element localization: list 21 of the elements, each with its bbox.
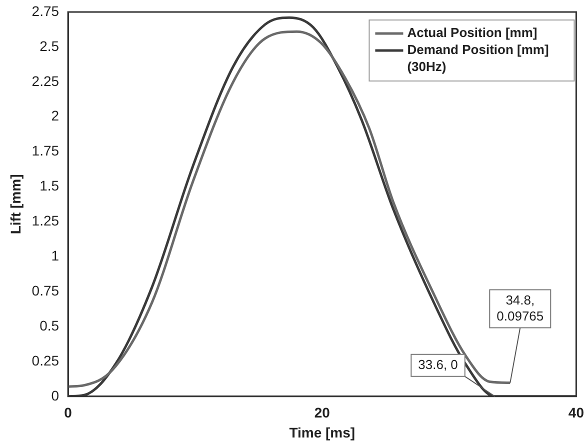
y-tick-label: 0.25 — [32, 352, 60, 368]
y-tick-label: 2.75 — [32, 2, 60, 19]
legend-label: Actual Position [mm] — [407, 25, 538, 40]
y-tick-label: 2.5 — [40, 38, 60, 54]
y-tick-label: 1 — [51, 247, 60, 264]
annotation: 33.6, 0 — [418, 356, 458, 372]
y-tick-label: 2 — [51, 108, 60, 124]
annotation: 34.8, 0.09765 — [496, 292, 544, 324]
y-tick-label: 0.5 — [40, 317, 60, 334]
x-tick-label: 0 — [64, 404, 72, 421]
x-axis-title: Time [ms] — [289, 424, 356, 440]
y-tick-label: 1.25 — [32, 212, 60, 229]
y-tick-label: 0.75 — [32, 282, 60, 298]
legend-label: Demand Position [mm] (30Hz) — [407, 42, 549, 74]
y-axis-title: Lift [mm] — [7, 174, 24, 234]
x-tick-label: 40 — [568, 404, 584, 421]
y-tick-label: 1.75 — [32, 142, 60, 159]
y-tick-label: 1.5 — [40, 178, 60, 194]
x-tick-label: 20 — [314, 404, 330, 421]
y-tick-label: 0 — [51, 387, 60, 404]
y-tick-label: 2.25 — [32, 72, 60, 89]
